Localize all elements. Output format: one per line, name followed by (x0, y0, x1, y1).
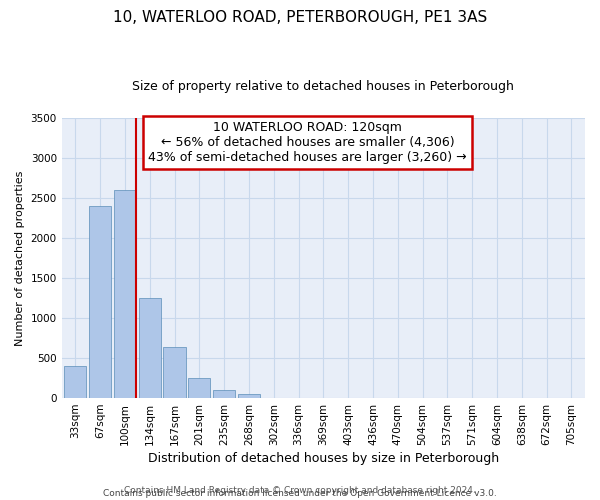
Bar (188, 378, 211, 398)
Bar (139, 298, 161, 398)
Title: Size of property relative to detached houses in Peterborough: Size of property relative to detached ho… (133, 80, 514, 93)
Bar (89, 206, 111, 398)
Text: Contains public sector information licensed under the Open Government Licence v3: Contains public sector information licen… (103, 488, 497, 498)
Bar (163, 347, 185, 398)
Bar (238, 394, 260, 398)
Text: 10 WATERLOO ROAD: 120sqm
← 56% of detached houses are smaller (4,306)
43% of sem: 10 WATERLOO ROAD: 120sqm ← 56% of detach… (148, 120, 467, 164)
Bar (213, 390, 235, 398)
Bar (64, 366, 86, 398)
Text: Contains HM Land Registry data © Crown copyright and database right 2024.: Contains HM Land Registry data © Crown c… (124, 486, 476, 495)
X-axis label: Distribution of detached houses by size in Peterborough: Distribution of detached houses by size … (148, 452, 499, 465)
Bar (114, 190, 136, 398)
Text: 10, WATERLOO ROAD, PETERBOROUGH, PE1 3AS: 10, WATERLOO ROAD, PETERBOROUGH, PE1 3AS (113, 10, 487, 25)
Y-axis label: Number of detached properties: Number of detached properties (15, 170, 25, 346)
